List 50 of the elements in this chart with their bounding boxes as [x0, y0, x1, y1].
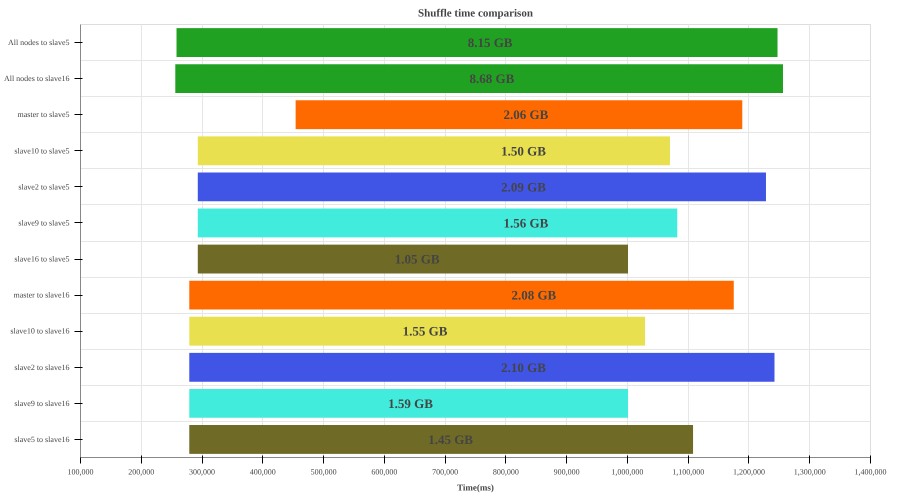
y-tick-label: All nodes to slave5: [8, 38, 70, 48]
annotation: 2.08 GB: [511, 288, 557, 303]
annotation: 1.59 GB: [388, 396, 434, 411]
bar: [198, 136, 670, 166]
x-tick-label: 300,000: [189, 468, 216, 476]
annotation: 2.06 GB: [504, 107, 549, 122]
bar: [189, 316, 646, 346]
annotation: 2.09 GB: [501, 179, 546, 194]
annotation: 1.55 GB: [402, 324, 448, 339]
y-tick-label: slave2 to slave16: [14, 362, 70, 372]
x-tick-label: 500,000: [310, 468, 337, 476]
bar: [189, 388, 628, 418]
x-tick-label: 800,000: [492, 468, 519, 476]
y-tick-label: slave2 to slave5: [18, 182, 70, 192]
bar: [198, 208, 678, 238]
y-tick-label: master to slave5: [18, 110, 70, 120]
y-tick-label: slave16 to slave5: [14, 254, 70, 264]
y-tick-label: slave5 to slave16: [14, 434, 70, 444]
y-tick-label: All nodes to slave16: [4, 74, 70, 84]
bar: [189, 280, 734, 310]
x-tick-label: 900,000: [554, 468, 580, 476]
x-tick-label: 1,200,000: [732, 468, 765, 476]
bar: [189, 425, 694, 454]
bar: [296, 100, 742, 130]
x-tick-label: 400,000: [250, 468, 276, 476]
x-tick-label: 1,100,000: [672, 468, 704, 476]
y-tick-label: slave9 to slave5: [18, 218, 70, 228]
bar: [198, 244, 628, 274]
x-tick-label: 1,300,000: [794, 468, 826, 476]
x-tick-label: 100,000: [68, 468, 94, 476]
annotation: 8.68 GB: [470, 71, 515, 86]
bar: [176, 28, 778, 57]
bar: [189, 352, 774, 382]
x-tick-label: 1,400,000: [854, 468, 886, 476]
annotation: 1.56 GB: [504, 215, 549, 230]
y-tick-label: slave9 to slave16: [14, 398, 70, 408]
annotation: 2.10 GB: [501, 360, 546, 375]
bar: [198, 172, 766, 202]
x-tick-label: 600,000: [371, 468, 398, 476]
bar: [175, 64, 783, 94]
y-tick-label: master to slave16: [14, 290, 70, 300]
annotation: 8.15 GB: [468, 35, 513, 50]
y-tick-label: slave10 to slave16: [10, 326, 70, 336]
x-tick-label: 1,000,000: [611, 468, 644, 476]
annotation: 1.50 GB: [501, 143, 546, 158]
x-tick-label: 700,000: [432, 468, 458, 476]
chart-title: Shuffle time comparison: [418, 8, 533, 20]
x-axis-title: Time(ms): [457, 482, 494, 492]
y-tick-label: slave10 to slave5: [14, 146, 70, 156]
x-tick-label: 200,000: [128, 468, 154, 476]
